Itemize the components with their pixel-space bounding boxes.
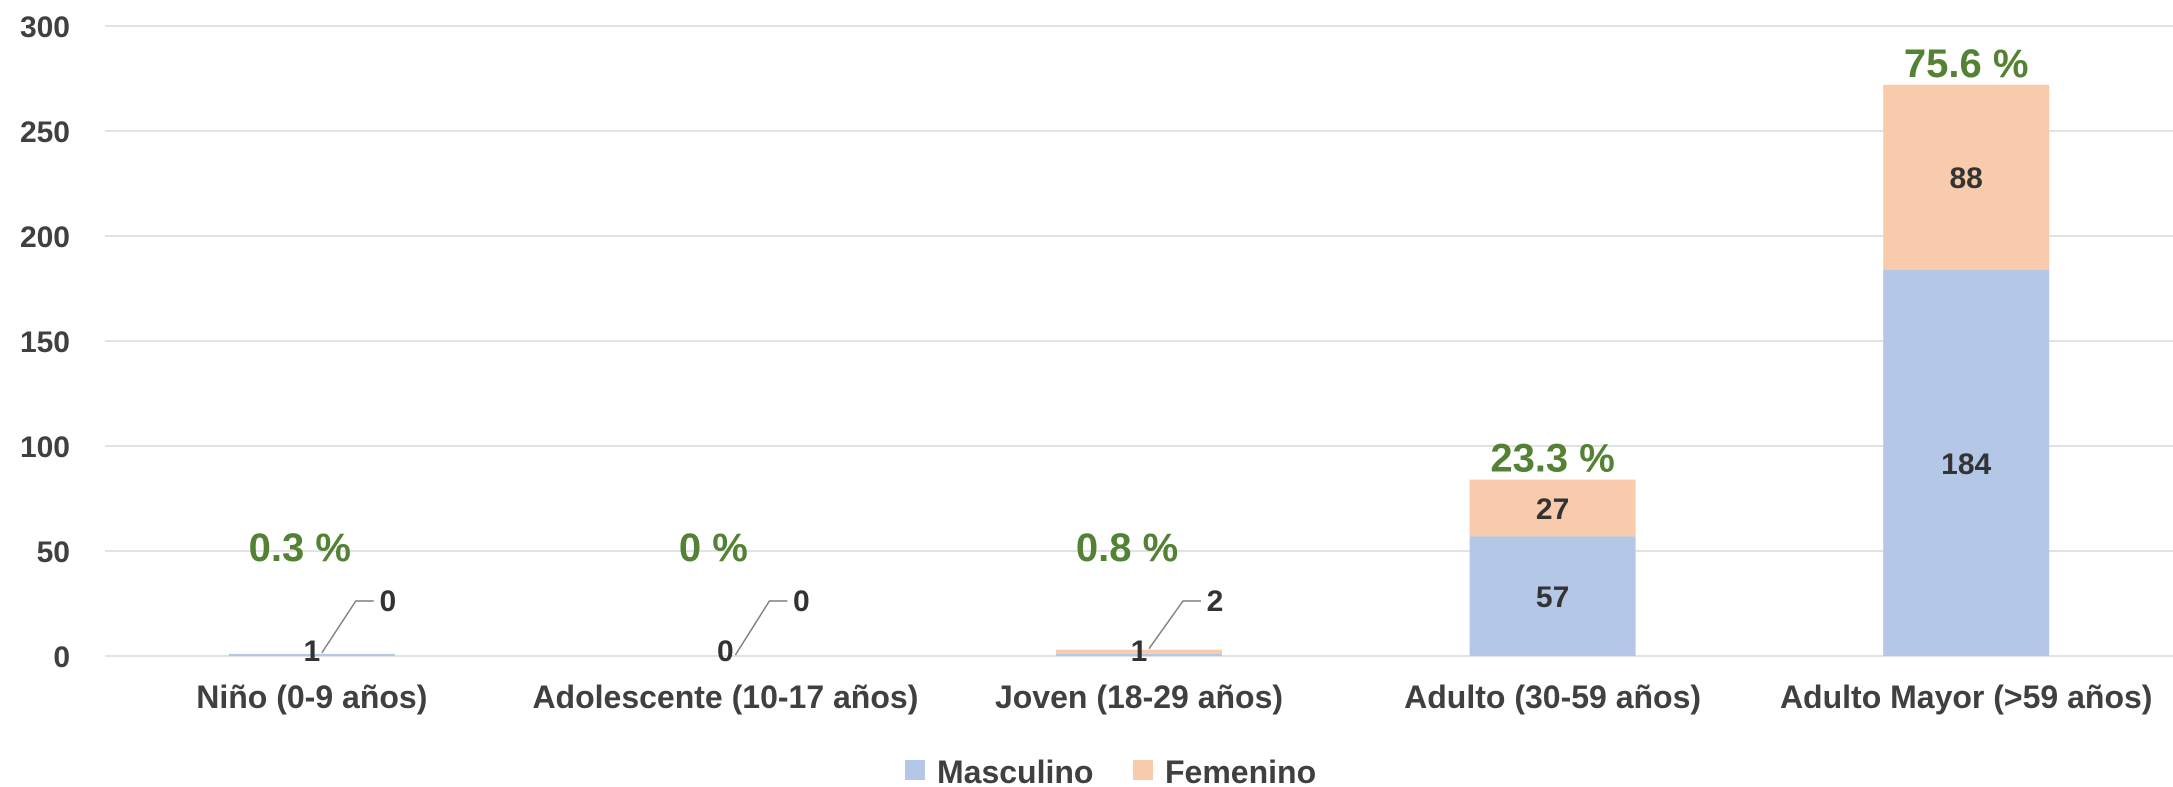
y-tick-label: 200 [20,221,70,254]
bar-masculino [1056,653,1222,656]
x-axis: Niño (0-9 años) Adolescente (10-17 años) J… [196,679,2152,715]
legend-label-femenino: Femenino [1165,754,1316,787]
legend-swatch-masculino [905,760,925,780]
percent-label: 0.8 % [1076,526,1178,570]
leader-line [321,600,374,654]
y-tick-label: 100 [20,431,70,464]
gridlines [105,25,2173,657]
legend: Masculino Femenino [905,754,1316,787]
y-tick-label: 250 [20,116,70,149]
data-label: 184 [1941,448,1991,481]
data-label: 0 [379,585,396,618]
x-category-label: Adulto (30-59 años) [1404,679,1701,715]
bars [228,84,2050,656]
data-label: 0 [793,585,810,618]
percent-label: 23.3 % [1490,437,1615,481]
bar-femenino [1056,649,1222,654]
percent-label: 0 % [679,526,748,570]
percent-label: 75.6 % [1904,42,2029,86]
bar-masculino [1883,269,2050,656]
y-tick-label: 0 [53,641,70,674]
x-category-label: Adulto Mayor (>59 años) [1780,679,2153,715]
leader-line [1148,600,1201,650]
x-category-label: Niño (0-9 años) [196,679,427,715]
data-label: 27 [1536,493,1569,526]
data-labels: 1 0 0.3 % 0 0 0 % 1 2 0.8 % 57 27 23.3 % 184 88 75.6 % [249,42,2029,668]
bar-masculino [228,653,395,656]
data-label: 88 [1950,162,1983,195]
y-tick-label: 150 [20,326,70,359]
data-label: 1 [303,635,320,668]
data-label: 0 [717,635,734,668]
y-axis: 0 50 100 150 200 250 300 [20,11,70,674]
y-tick-label: 50 [37,536,70,569]
percent-label: 0.3 % [249,526,351,570]
bar-femenino [1469,479,1636,537]
x-category-label: Joven (18-29 años) [995,679,1283,715]
data-label: 2 [1207,585,1224,618]
legend-swatch-femenino [1133,760,1153,780]
leader-line [734,600,788,656]
data-label: 1 [1131,635,1148,668]
data-label: 57 [1536,581,1569,614]
y-tick-label: 300 [20,11,70,44]
bar-masculino [1469,536,1636,656]
legend-label-masculino: Masculino [937,754,1093,787]
x-category-label: Adolescente (10-17 años) [532,679,918,715]
bar-femenino [1883,84,2050,270]
